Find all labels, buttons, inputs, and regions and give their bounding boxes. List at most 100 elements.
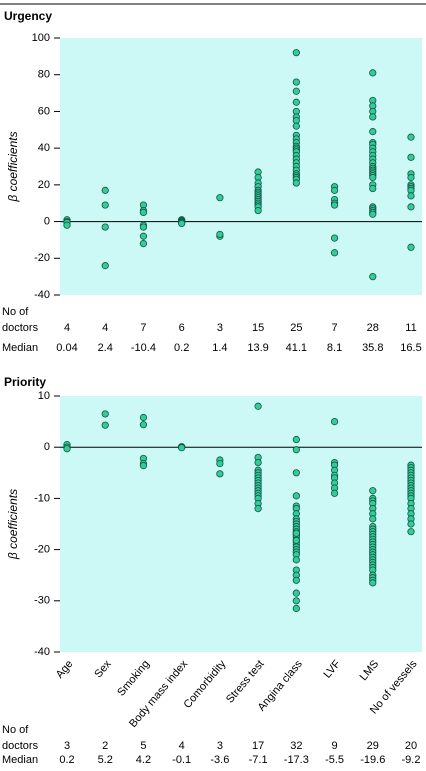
point [101, 201, 109, 209]
point [330, 249, 339, 257]
point [101, 223, 109, 231]
point [369, 113, 377, 121]
doctor-count: 4 [64, 322, 70, 334]
median-value: -3.6 [210, 754, 229, 766]
row-label: No of [2, 724, 29, 736]
y-tick-label: 10 [38, 390, 50, 402]
median-value: -5.5 [325, 754, 344, 766]
median-value: 41.1 [286, 342, 307, 354]
panel-title: Urgency [4, 9, 52, 23]
point [407, 520, 415, 528]
point [216, 470, 224, 478]
point [139, 232, 148, 240]
point [216, 194, 224, 202]
point [292, 435, 300, 444]
y-tick-label: -10 [34, 492, 50, 504]
point [369, 273, 377, 281]
doctor-count: 15 [252, 322, 264, 334]
y-tick-label: 0 [44, 215, 50, 227]
point [101, 410, 109, 418]
doctor-count: 2 [102, 740, 108, 752]
median-value: 5.2 [98, 754, 113, 766]
point [292, 446, 300, 454]
doctor-count: 7 [331, 322, 337, 334]
point [139, 462, 148, 470]
point [216, 230, 224, 239]
point [330, 489, 339, 497]
point [369, 210, 377, 218]
point [407, 528, 415, 536]
point [292, 87, 300, 95]
point [101, 186, 109, 194]
point [369, 173, 377, 182]
y-tick-label: 100 [32, 32, 50, 44]
point [292, 576, 300, 584]
plot-area [60, 38, 422, 295]
point [63, 445, 71, 453]
row-label: doctors [2, 322, 39, 334]
doctor-count: 3 [217, 740, 223, 752]
row-label: Median [2, 754, 38, 766]
point [407, 173, 415, 182]
y-tick-label: -20 [34, 252, 50, 264]
doctor-count: 4 [179, 740, 185, 752]
plot-area [60, 396, 422, 652]
point [292, 179, 300, 187]
y-tick-label: 80 [38, 69, 50, 81]
point [101, 262, 109, 270]
point [369, 515, 377, 523]
point [254, 458, 262, 467]
point [139, 413, 148, 422]
doctor-count: 20 [405, 740, 417, 752]
point [407, 203, 415, 211]
point [369, 487, 377, 495]
point [101, 421, 109, 429]
point [216, 459, 224, 468]
point [139, 223, 148, 231]
median-value: -7.1 [249, 754, 268, 766]
row-label: Median [2, 342, 38, 354]
point [292, 122, 300, 130]
point [292, 536, 300, 544]
point [292, 49, 300, 57]
category-label: Stress test [224, 658, 267, 706]
median-value: -0.1 [172, 754, 191, 766]
point [330, 234, 339, 242]
category-label: Sex [92, 658, 114, 681]
median-value: 8.1 [327, 342, 342, 354]
doctor-count: 29 [367, 740, 379, 752]
y-tick-label: -40 [34, 646, 50, 658]
doctor-count: 3 [64, 740, 70, 752]
doctor-count: 4 [102, 322, 108, 334]
y-tick-label: -20 [34, 544, 50, 556]
point [178, 444, 186, 452]
median-value: 1.4 [212, 342, 227, 354]
median-value: 35.8 [362, 342, 383, 354]
point [292, 469, 300, 477]
doctor-count: 25 [290, 322, 302, 334]
median-value: 0.2 [174, 342, 189, 354]
doctor-count: 32 [290, 740, 302, 752]
point [292, 589, 300, 597]
median-value: 16.5 [400, 342, 421, 354]
y-axis-label: β coefficients [6, 489, 20, 560]
y-axis-label: β coefficients [6, 131, 20, 202]
doctor-count: 28 [367, 322, 379, 334]
point [369, 69, 377, 77]
doctor-count: 7 [140, 322, 146, 334]
point [139, 240, 148, 248]
median-value: 13.9 [247, 342, 268, 354]
doctor-count: 3 [217, 322, 223, 334]
point [178, 219, 186, 228]
doctor-count: 5 [140, 740, 146, 752]
median-value: -19.6 [360, 754, 385, 766]
point [254, 206, 262, 215]
point [407, 133, 415, 141]
point [139, 421, 148, 429]
point [330, 201, 339, 209]
median-value: 2.4 [98, 342, 113, 354]
median-value: -17.3 [284, 754, 309, 766]
point [292, 78, 300, 86]
row-label: No of [2, 306, 29, 318]
